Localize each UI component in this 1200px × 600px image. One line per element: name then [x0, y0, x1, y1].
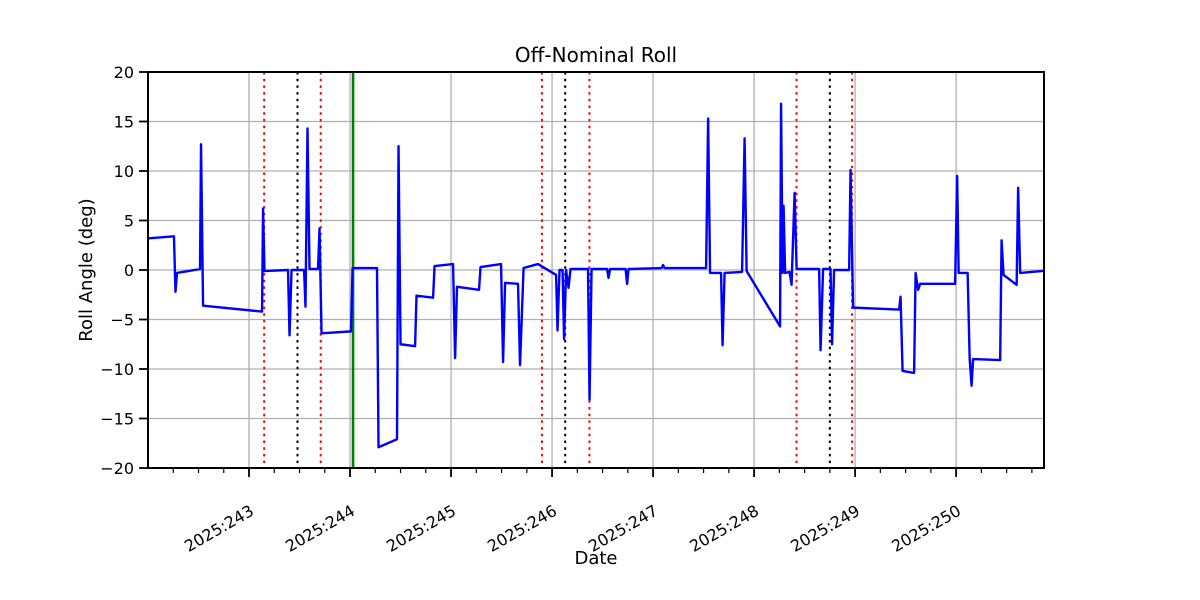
roll-series-line	[147, 102, 1045, 449]
x-tick-label: 2025:246	[484, 501, 560, 556]
axis-ticks	[139, 71, 1033, 477]
y-tick-label: 20	[114, 63, 134, 82]
y-tick-label: 0	[124, 261, 134, 280]
y-tick-label: 5	[124, 212, 134, 231]
x-tick-label: 2025:249	[787, 501, 863, 556]
x-tick-label: 2025:244	[282, 501, 358, 556]
x-tick-label: 2025:248	[686, 501, 762, 556]
y-tick-label: 10	[114, 162, 134, 181]
y-tick-label: −20	[100, 459, 134, 478]
y-tick-label: 15	[114, 113, 134, 132]
y-tick-label: −10	[100, 360, 134, 379]
x-tick-label: 2025:243	[181, 501, 257, 556]
x-axis-label: Date	[574, 548, 617, 569]
x-tick-label: 2025:245	[383, 501, 459, 556]
roll-series	[147, 102, 1045, 449]
y-tick-label: −5	[110, 311, 134, 330]
x-tick-label: 2025:250	[888, 501, 964, 556]
y-tick-label: −15	[100, 410, 134, 429]
chart-title: Off-Nominal Roll	[515, 43, 677, 67]
y-axis-label: Roll Angle (deg)	[76, 198, 97, 341]
